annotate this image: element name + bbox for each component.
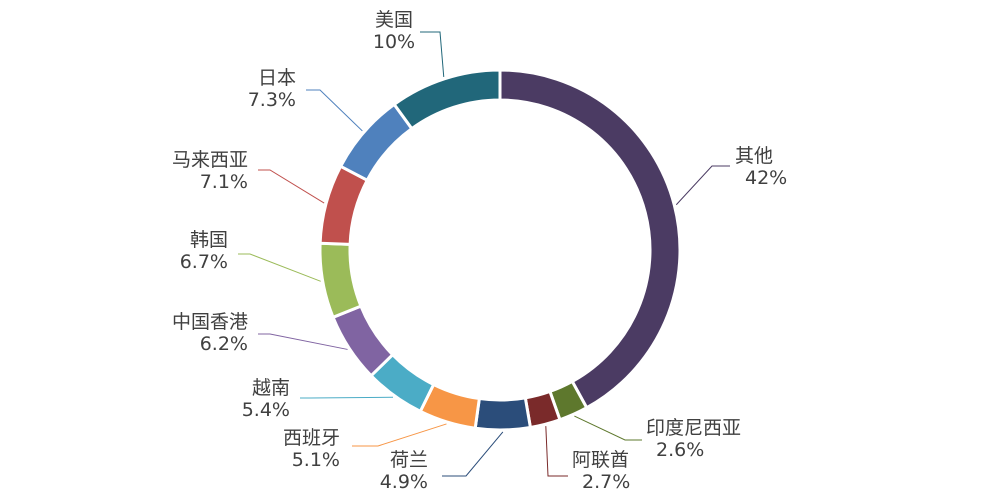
slice-name-label: 其他 — [735, 145, 773, 167]
slice-name-label: 越南 — [252, 377, 290, 399]
leader-line-1 — [675, 165, 730, 206]
slice-percent-label: 7.1% — [200, 171, 248, 193]
slice-1 — [498, 68, 682, 410]
slice-name-label: 中国香港 — [172, 311, 248, 333]
slice-11 — [392, 68, 502, 131]
leader-line-10 — [306, 89, 363, 132]
leader-line-2 — [574, 415, 642, 441]
slice-percent-label: 6.7% — [180, 251, 228, 273]
slice-4 — [473, 396, 533, 432]
slice-name-label: 韩国 — [190, 229, 228, 251]
slice-percent-label: 7.3% — [248, 89, 296, 111]
slice-percent-label: 42% — [745, 167, 787, 189]
slice-percent-label: 6.2% — [200, 333, 248, 355]
slice-name-label: 阿联酋 — [572, 449, 629, 471]
slice-name-label: 印度尼西亚 — [646, 417, 741, 439]
leader-line-8 — [238, 253, 321, 282]
leader-line-3 — [545, 426, 568, 477]
leader-line-11 — [420, 31, 445, 77]
leader-line-4 — [442, 431, 504, 477]
leader-line-6 — [300, 396, 394, 399]
slice-name-label: 日本 — [258, 67, 296, 89]
slice-name-label: 美国 — [375, 9, 413, 31]
slice-percent-label: 2.6% — [656, 439, 704, 461]
slice-name-label: 马来西亚 — [172, 149, 248, 171]
slice-percent-label: 5.1% — [292, 449, 340, 471]
leader-line-7 — [258, 333, 348, 350]
leader-line-9 — [258, 169, 325, 204]
slice-7 — [331, 304, 395, 378]
slice-percent-label: 5.4% — [242, 399, 290, 421]
slice-8 — [318, 241, 363, 320]
slice-percent-label: 10% — [373, 31, 415, 53]
leader-line-5 — [352, 423, 447, 447]
slice-name-label: 西班牙 — [283, 427, 340, 449]
slice-name-label: 荷兰 — [390, 449, 428, 471]
slice-percent-label: 2.7% — [582, 471, 630, 493]
slice-percent-label: 4.9% — [380, 471, 428, 493]
